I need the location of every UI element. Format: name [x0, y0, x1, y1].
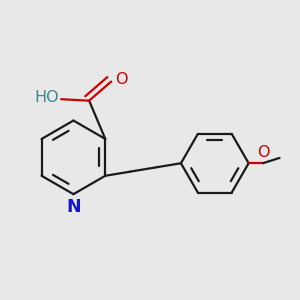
- Text: O: O: [257, 145, 270, 160]
- Text: N: N: [66, 198, 81, 216]
- Text: HO: HO: [34, 90, 59, 105]
- Text: O: O: [115, 72, 127, 87]
